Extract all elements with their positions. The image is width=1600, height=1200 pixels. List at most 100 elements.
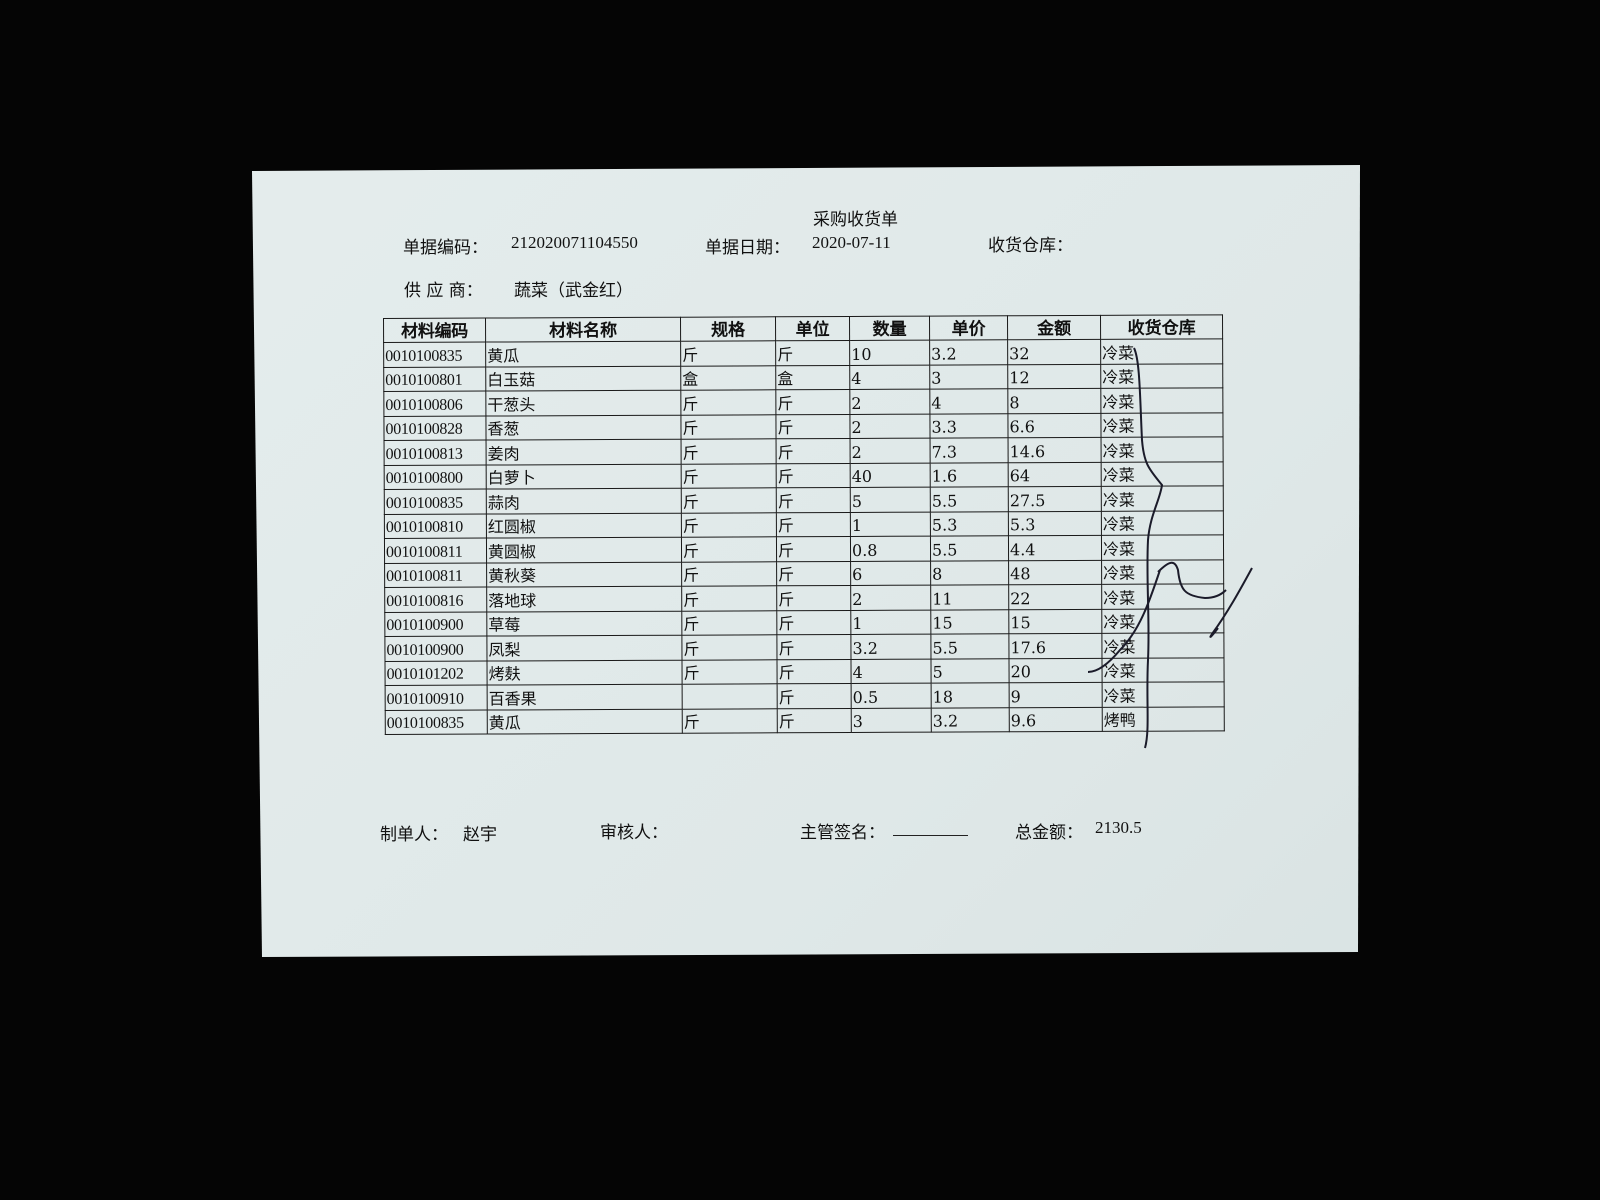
table-cell: 冷菜: [1101, 608, 1224, 634]
table-cell: 冷菜: [1100, 387, 1223, 413]
table-cell: 姜肉: [486, 439, 682, 465]
table-cell: 斤: [775, 340, 850, 366]
table-cell: 2: [850, 438, 931, 463]
table-cell: 0010101202: [384, 660, 488, 686]
table-cell: 斤: [681, 610, 777, 636]
table-cell: 冷菜: [1100, 412, 1224, 438]
table-cell: 2: [849, 413, 931, 439]
column-header: 材料名称: [485, 317, 681, 343]
table-cell: 3: [851, 707, 932, 733]
table-cell: 1: [850, 511, 931, 537]
table-row: 0010100801 白玉菇盒盒 4 3 12 冷菜: [383, 363, 1223, 392]
table-cell: 9: [1009, 682, 1103, 708]
table-cell: 凤梨: [486, 635, 682, 661]
table-cell: 5.3: [930, 511, 1009, 537]
table-row: 0010101202 烤麸斤斤 4 5 20 冷菜: [384, 657, 1225, 686]
table-cell: 0010100811: [384, 562, 487, 588]
table-cell: 2: [850, 585, 931, 610]
table-cell: 斤: [776, 487, 851, 513]
table-cell: 黄秋葵: [486, 561, 682, 588]
table-cell: 黄圆椒: [486, 537, 682, 563]
table-cell: 10: [849, 340, 930, 365]
column-header: 单位: [775, 316, 850, 341]
column-header: 数量: [849, 316, 930, 341]
table-cell: 黄瓜: [487, 708, 683, 735]
table-cell: 斤: [681, 512, 777, 538]
table-cell: 4: [929, 388, 1008, 414]
table-cell: 0.5: [851, 683, 932, 708]
table-row: 0010100835 蒜肉斤斤 5 5.5 27.5 冷菜: [384, 485, 1224, 514]
doc-no: 212020071104550: [511, 233, 638, 252]
column-header: 单价: [929, 315, 1008, 341]
table-row: 0010100900 草莓斤斤 1 15 15 冷菜: [384, 608, 1224, 637]
table-cell: 斤: [681, 487, 777, 513]
table-cell: 烤鸭: [1102, 706, 1225, 732]
table-cell: 3.2: [929, 339, 1008, 365]
table-cell: 斤: [681, 463, 777, 489]
table-cell: 3.2: [850, 634, 931, 659]
table-cell: 斤: [681, 634, 777, 660]
table-cell: 红圆椒: [486, 512, 682, 539]
table-cell: 0010100800: [384, 464, 487, 490]
table-cell: 斤: [681, 659, 778, 685]
table-cell: 0010100835: [385, 709, 488, 735]
table-cell: 斤: [776, 658, 852, 684]
table-row: 0010100811 黄秋葵斤斤 6 8 48 冷菜: [384, 559, 1224, 588]
column-header: 金额: [1007, 315, 1101, 340]
table-row: 0010100811 黄圆椒斤斤 0.8 5.5 4.4 冷菜: [384, 534, 1224, 563]
table-cell: 冷菜: [1101, 510, 1224, 536]
table-cell: 5: [930, 658, 1010, 684]
table-cell: 17.6: [1008, 633, 1102, 659]
table-cell: 2: [849, 389, 930, 414]
table-cell: 冷菜: [1101, 461, 1224, 487]
table-cell: 4: [849, 364, 930, 390]
table-cell: 5.3: [1008, 510, 1102, 536]
table-cell: 0010100816: [384, 587, 487, 612]
table-cell: 盒: [775, 364, 850, 390]
supplier-label: 供 应 商：: [404, 281, 483, 301]
table-row: 0010100810 红圆椒斤斤 1 5.3 5.3 冷菜: [384, 510, 1224, 539]
table-cell: 14.6: [1008, 437, 1102, 463]
table-cell: 冷菜: [1100, 363, 1223, 389]
table-cell: 斤: [682, 708, 778, 734]
table-cell: 冷菜: [1101, 632, 1224, 658]
table-cell: 0010100835: [384, 489, 487, 514]
column-header: 材料编码: [383, 318, 486, 343]
table-cell: 0010100828: [383, 415, 487, 441]
table-row: 0010100835 黄瓜斤斤 3 3.2 9.6 烤鸭: [385, 706, 1225, 735]
table-row: 0010100813 姜肉斤斤 2 7.3 14.6 冷菜: [384, 436, 1224, 465]
table-cell: 48: [1008, 559, 1102, 585]
table-cell: 冷菜: [1101, 485, 1224, 511]
table-cell: 冷菜: [1101, 657, 1225, 683]
table-cell: 香葱: [485, 414, 682, 441]
table-cell: 20: [1008, 657, 1103, 683]
table-row: 0010100835 黄瓜斤斤 10 3.2 32 冷菜: [383, 338, 1223, 367]
table-cell: 冷菜: [1101, 559, 1224, 585]
table-cell: 0010100801: [383, 366, 486, 392]
table-cell: 斤: [681, 438, 777, 464]
table-cell: 斤: [777, 707, 852, 733]
table-cell: 干葱头: [485, 390, 681, 416]
table-cell: 斤: [776, 536, 851, 562]
table-cell: 0010100900: [384, 636, 487, 661]
items-table: 材料编码 材料名称 规格 单位 数量 单价 金额 收货仓库 0010100835 黄瓜斤斤 10 3…: [383, 314, 1225, 735]
table-cell: [682, 683, 778, 709]
table-cell: 冷菜: [1101, 436, 1224, 462]
table-cell: 4: [850, 658, 932, 684]
table-cell: 1.6: [930, 462, 1009, 488]
doc-no-label: 单据编码：: [403, 238, 488, 258]
table-cell: 斤: [776, 609, 851, 635]
table-cell: 8: [1007, 388, 1101, 414]
table-cell: 0010100835: [383, 342, 486, 367]
supplier: 蔬菜（武金红）: [514, 281, 633, 301]
table-cell: 黄瓜: [485, 341, 681, 367]
doc-date-label: 单据日期：: [705, 238, 790, 258]
column-header: 收货仓库: [1100, 314, 1223, 340]
table-cell: 5.5: [930, 535, 1009, 561]
table-cell: 5.5: [930, 633, 1009, 659]
table-cell: 草莓: [486, 610, 682, 637]
table-cell: 64: [1008, 461, 1102, 487]
warehouse-label: 收货仓库：: [988, 236, 1073, 256]
table-cell: 5: [850, 487, 931, 512]
